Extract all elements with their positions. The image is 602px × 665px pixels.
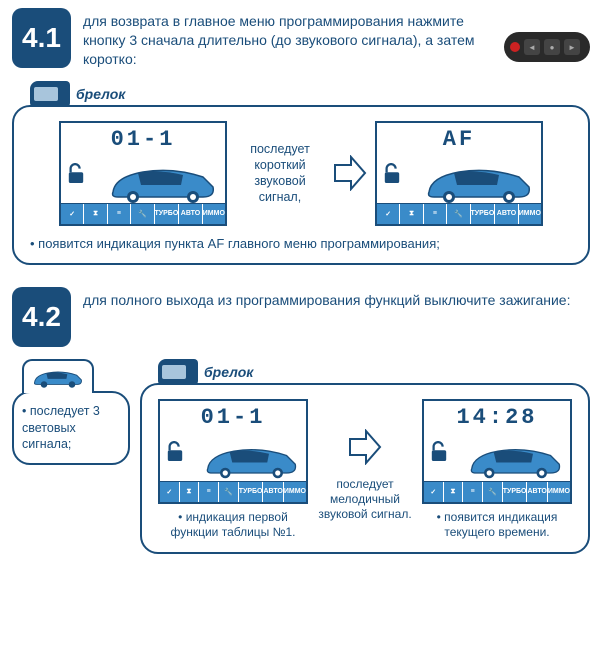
lcd-icon-bar: ✓ ⧗ ≡ 🔧 ТУРБО АВТО ИММО [160, 481, 306, 502]
lcd-display-right-4-2: 14:28 ✓ ⧗ ≡ 🔧 ТУРБО АВТО ИММО [422, 399, 572, 504]
car-icon [463, 435, 568, 481]
lcd-ic-timer: ⧗ [400, 204, 423, 224]
keyfob-tab-label: брелок [76, 86, 125, 102]
lcd-ic-check: ✓ [160, 482, 180, 502]
unlock-icon [67, 163, 85, 185]
mid-text-4-1: последует короткий звуковой сигнал, [235, 141, 325, 206]
lcd-digits: AF [377, 127, 541, 152]
step-text-4-2: для полного выхода из программирования ф… [83, 287, 590, 310]
lcd-icon-bar: ✓ ⧗ ≡ 🔧 ТУРБО АВТО ИММО [424, 481, 570, 502]
keyfob-tab-label: брелок [204, 364, 253, 380]
lcd-ic-immo: ИММО [548, 482, 570, 502]
lcd-ic-wrench: 🔧 [447, 204, 470, 224]
light-signal-text: • последует 3 световых сигнала; [22, 403, 120, 454]
lcd-ic-timer: ⧗ [180, 482, 200, 502]
lcd-digits: 14:28 [424, 405, 570, 430]
lcd-ic-bars: ≡ [463, 482, 483, 502]
keyfob-icon [158, 359, 198, 385]
remote-btn-mid-icon: ● [544, 39, 560, 55]
arrow-icon [348, 429, 382, 465]
keyfob-panel-4-1: 01-1 ✓ ⧗ ≡ 🔧 ТУРБО АВТО ИММО последует к… [12, 105, 590, 265]
remote-led-icon [510, 42, 520, 52]
mid-text-4-2: последует мелодичный звуковой сигнал. [316, 477, 414, 523]
lcd-row-4-2: 01-1 ✓ ⧗ ≡ 🔧 ТУРБО АВТО ИММО [158, 399, 572, 541]
keyfob-icon [30, 81, 70, 107]
lcd-ic-bars: ≡ [424, 204, 447, 224]
section-4-2-header: 4.2 для полного выхода из программирован… [0, 279, 602, 359]
lcd-ic-immo: ИММО [203, 204, 225, 224]
car-icon [103, 157, 223, 203]
lcd-ic-auto: АВТО [263, 482, 283, 502]
light-signal-panel: • последует 3 световых сигнала; [12, 391, 130, 466]
car-tab-icon [22, 359, 94, 393]
unlock-icon [166, 441, 184, 463]
car-tab [22, 359, 130, 393]
remote-fob-icon: ◄ ● ► [504, 32, 590, 62]
lcd-ic-check: ✓ [424, 482, 444, 502]
caption-right-4-2: • появится индикация текущего времени. [422, 510, 572, 541]
remote-btn-right-icon: ► [564, 39, 580, 55]
unlock-icon [430, 441, 448, 463]
left-col-4-2: • последует 3 световых сигнала; [12, 359, 130, 466]
lcd-ic-wrench: 🔧 [131, 204, 154, 224]
lcd-display-left-4-2: 01-1 ✓ ⧗ ≡ 🔧 ТУРБО АВТО ИММО [158, 399, 308, 504]
remote-btn-left-icon: ◄ [524, 39, 540, 55]
lcd-ic-timer: ⧗ [84, 204, 107, 224]
lcd-col-left: 01-1 ✓ ⧗ ≡ 🔧 ТУРБО АВТО ИММО [158, 399, 308, 541]
lcd-icon-bar: ✓ ⧗ ≡ 🔧 ТУРБО АВТО ИММО [61, 203, 225, 224]
lcd-col-right: 14:28 ✓ ⧗ ≡ 🔧 ТУРБО АВТО ИММО [422, 399, 572, 541]
lcd-ic-turbo: ТУРБО [471, 204, 496, 224]
lcd-ic-immo: ИММО [284, 482, 306, 502]
lcd-display-left-4-1: 01-1 ✓ ⧗ ≡ 🔧 ТУРБО АВТО ИММО [59, 121, 227, 226]
car-icon [419, 157, 539, 203]
bullet-4-1: • появится индикация пункта AF главного … [30, 236, 572, 251]
lcd-ic-auto: АВТО [495, 204, 518, 224]
keyfob-tab: брелок [30, 81, 590, 107]
lcd-display-right-4-1: AF ✓ ⧗ ≡ 🔧 ТУРБО АВТО ИММО [375, 121, 543, 226]
lcd-ic-bars: ≡ [199, 482, 219, 502]
lcd-digits: 01-1 [160, 405, 306, 430]
lcd-ic-timer: ⧗ [444, 482, 464, 502]
lcd-ic-turbo: ТУРБО [155, 204, 180, 224]
lcd-ic-immo: ИММО [519, 204, 541, 224]
caption-left-4-2: • индикация первой функции таблицы №1. [158, 510, 308, 541]
right-col-4-2: брелок 01-1 ✓ ⧗ ≡ 🔧 [140, 359, 590, 555]
keyfob-panel-4-2: 01-1 ✓ ⧗ ≡ 🔧 ТУРБО АВТО ИММО [140, 383, 590, 555]
lcd-ic-wrench: 🔧 [483, 482, 503, 502]
lcd-icon-bar: ✓ ⧗ ≡ 🔧 ТУРБО АВТО ИММО [377, 203, 541, 224]
lcd-ic-auto: АВТО [527, 482, 547, 502]
section-4-1-body: брелок 01-1 ✓ ⧗ ≡ 🔧 ТУРБО АВТО ИММО [0, 81, 602, 279]
lcd-ic-wrench: 🔧 [219, 482, 239, 502]
lcd-ic-check: ✓ [61, 204, 84, 224]
arrow-icon [333, 155, 367, 191]
keyfob-tab-4-2: брелок [158, 359, 590, 385]
step-badge-4-1: 4.1 [12, 8, 71, 68]
section-4-1-header: 4.1 для возврата в главное меню программ… [0, 0, 602, 81]
section-4-2-body: • последует 3 световых сигнала; брелок 0… [0, 359, 602, 569]
step-badge-4-2: 4.2 [12, 287, 71, 347]
lcd-ic-check: ✓ [377, 204, 400, 224]
lcd-digits: 01-1 [61, 127, 225, 152]
lcd-ic-turbo: ТУРБО [503, 482, 528, 502]
step-text-4-1: для возврата в главное меню программиров… [83, 8, 492, 69]
lcd-ic-bars: ≡ [108, 204, 131, 224]
lcd-ic-auto: АВТО [179, 204, 202, 224]
car-icon [199, 435, 304, 481]
mid-col-4-2: последует мелодичный звуковой сигнал. [316, 399, 414, 523]
unlock-icon [383, 163, 401, 185]
lcd-row-4-1: 01-1 ✓ ⧗ ≡ 🔧 ТУРБО АВТО ИММО последует к… [30, 121, 572, 226]
lcd-ic-turbo: ТУРБО [239, 482, 264, 502]
